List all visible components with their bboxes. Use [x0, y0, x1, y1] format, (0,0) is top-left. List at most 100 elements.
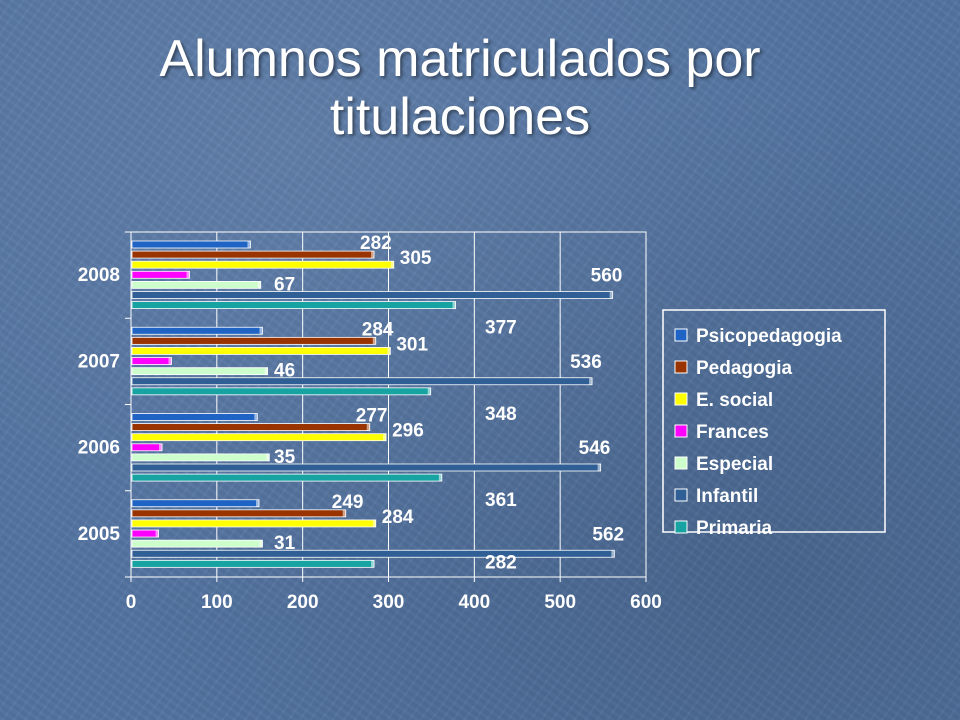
bar-psicopedagogia-2008 — [131, 240, 251, 249]
bar-e-social-2008 — [131, 260, 395, 269]
bar-frances-2006 — [131, 443, 163, 452]
bar-especial-2008 — [131, 280, 262, 289]
bar-e-social-2006 — [131, 433, 387, 442]
legend-label: E. social — [696, 390, 773, 411]
bar-end-cap — [342, 509, 346, 517]
bar-frances-2007 — [131, 357, 172, 365]
bar-end-cap — [259, 540, 263, 548]
bar-end-cap — [186, 271, 190, 279]
bar-end-cap — [611, 550, 615, 558]
x-tick-label: 200 — [287, 592, 319, 613]
bar-end-cap — [383, 433, 387, 441]
bar-end-cap — [452, 301, 456, 309]
data-label: 35 — [274, 447, 296, 468]
data-label: 67 — [274, 274, 295, 295]
bar-end-cap — [257, 281, 261, 289]
legend-swatch — [674, 392, 688, 406]
legend-label: Especial — [696, 454, 773, 475]
bar-pedagogia-2008 — [131, 250, 375, 259]
bar-end-cap — [371, 560, 375, 568]
x-tick-label: 500 — [544, 592, 576, 613]
bar-primaria-2005 — [131, 559, 375, 568]
bar-end-cap — [256, 499, 260, 507]
legend-label: Frances — [696, 422, 769, 443]
bar-end-cap — [387, 347, 391, 355]
bar-especial-2005 — [131, 539, 263, 548]
legend-swatch — [674, 456, 688, 470]
bar-end-cap — [266, 453, 270, 461]
data-label: 377 — [485, 318, 517, 339]
bar-end-cap — [597, 464, 601, 471]
y-category-label: 2008 — [78, 265, 120, 286]
data-label: 277 — [356, 406, 388, 427]
bar-frances-2008 — [131, 270, 190, 279]
x-tick-label: 0 — [126, 592, 137, 613]
slide-title-line-2: titulaciones — [329, 88, 591, 146]
bar-psicopedagogia-2006 — [131, 413, 258, 421]
bar-psicopedagogia-2007 — [131, 326, 263, 335]
y-category-label: 2007 — [78, 351, 120, 372]
data-label: 46 — [274, 361, 295, 382]
bar-infantil-2008 — [131, 291, 614, 299]
bar-end-cap — [609, 291, 613, 299]
bar-pedagogia-2005 — [131, 509, 347, 518]
bar-frances-2005 — [131, 529, 160, 538]
bar-pedagogia-2006 — [131, 423, 371, 432]
legend-swatch — [674, 520, 688, 534]
data-label: 536 — [570, 352, 602, 373]
y-category-label: 2005 — [78, 524, 121, 545]
legend-label: Primaria — [696, 518, 772, 539]
data-label: 546 — [579, 438, 611, 459]
data-label: 282 — [360, 233, 392, 254]
bar-end-cap — [155, 530, 159, 538]
bar-infantil-2005 — [131, 549, 615, 558]
bar-especial-2007 — [131, 367, 269, 376]
x-tick-label: 600 — [630, 592, 662, 613]
bar-end-cap — [366, 423, 370, 431]
bar-end-cap — [589, 377, 593, 385]
data-label: 305 — [400, 248, 432, 269]
bar-end-cap — [438, 474, 442, 482]
bar-primaria-2006 — [131, 473, 443, 482]
bar-infantil-2006 — [131, 463, 602, 472]
bar-end-cap — [159, 443, 163, 451]
bar-end-cap — [254, 413, 258, 421]
legend-label: Psicopedagogia — [696, 326, 842, 347]
bar-e-social-2005 — [131, 519, 377, 528]
bar-primaria-2007 — [131, 387, 432, 396]
bar-end-cap — [372, 337, 376, 345]
bar-end-cap — [264, 367, 268, 375]
data-label: 284 — [362, 319, 394, 340]
bar-end-cap — [427, 387, 431, 395]
slide-title-line-1: Alumnos matriculados por — [159, 30, 761, 88]
legend-label: Infantil — [696, 486, 758, 507]
legend-swatch — [674, 424, 688, 438]
data-label: 284 — [382, 507, 414, 528]
bar-end-cap — [390, 261, 394, 269]
data-label: 301 — [396, 334, 428, 355]
bar-end-cap — [247, 241, 251, 248]
legend-box — [662, 309, 886, 533]
data-label: 560 — [591, 266, 623, 287]
x-tick-label: 400 — [458, 592, 490, 613]
bar-psicopedagogia-2005 — [131, 499, 260, 508]
bar-end-cap — [371, 251, 375, 259]
bar-end-cap — [259, 327, 263, 335]
bar-end-cap — [372, 519, 376, 527]
data-label: 348 — [485, 404, 517, 425]
legend-label: Pedagogia — [696, 358, 793, 379]
data-label: 296 — [392, 421, 424, 442]
slide-title: Alumnos matriculados por titulaciones — [80, 30, 840, 146]
bar-end-cap — [168, 357, 172, 365]
bar-primaria-2008 — [131, 301, 456, 310]
y-category-label: 2006 — [78, 438, 120, 459]
bar-e-social-2007 — [131, 347, 391, 355]
bar-infantil-2007 — [131, 377, 593, 386]
data-label: 282 — [485, 552, 517, 573]
x-tick-label: 300 — [373, 592, 405, 613]
bar-especial-2006 — [131, 453, 270, 462]
x-tick-label: 100 — [201, 592, 233, 613]
legend-swatch — [674, 328, 688, 342]
data-label: 361 — [485, 490, 517, 511]
